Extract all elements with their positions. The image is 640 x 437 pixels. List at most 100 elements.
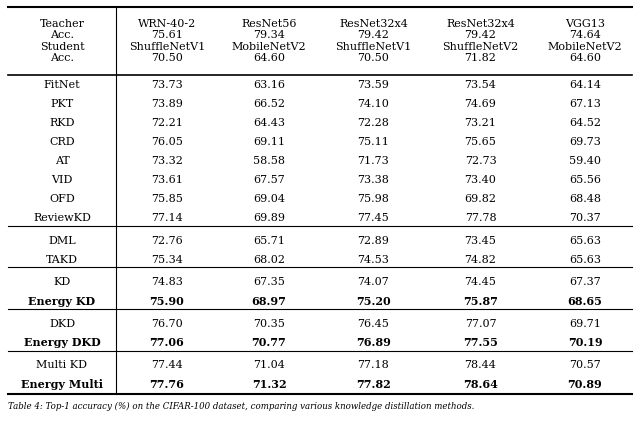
Text: 77.06: 77.06 xyxy=(150,337,184,348)
Text: 75.98: 75.98 xyxy=(358,194,389,204)
Text: ShuffleNetV1: ShuffleNetV1 xyxy=(129,42,205,52)
Text: 64.14: 64.14 xyxy=(569,80,601,90)
Text: WRN-40-2: WRN-40-2 xyxy=(138,19,196,29)
Text: 64.52: 64.52 xyxy=(569,118,601,128)
Text: Student: Student xyxy=(40,42,84,52)
Text: 75.34: 75.34 xyxy=(151,255,183,264)
Text: 77.45: 77.45 xyxy=(358,213,389,223)
Text: 70.77: 70.77 xyxy=(252,337,286,348)
Text: 79.42: 79.42 xyxy=(358,30,389,40)
Text: 73.73: 73.73 xyxy=(151,80,183,90)
Text: 76.45: 76.45 xyxy=(358,319,389,329)
Text: 73.89: 73.89 xyxy=(151,99,183,108)
Text: 77.55: 77.55 xyxy=(463,337,498,348)
Text: 69.73: 69.73 xyxy=(569,137,601,147)
Text: Energy KD: Energy KD xyxy=(28,296,95,307)
Text: 77.82: 77.82 xyxy=(356,379,391,390)
Text: 68.65: 68.65 xyxy=(568,296,602,307)
Text: FitNet: FitNet xyxy=(44,80,80,90)
Text: 74.45: 74.45 xyxy=(465,277,497,287)
Text: 74.64: 74.64 xyxy=(569,30,601,40)
Text: 77.14: 77.14 xyxy=(151,213,183,223)
Text: 63.16: 63.16 xyxy=(253,80,285,90)
Text: 71.73: 71.73 xyxy=(358,156,389,166)
Text: 67.37: 67.37 xyxy=(569,277,601,287)
Text: MobileNetV2: MobileNetV2 xyxy=(232,42,307,52)
Text: 64.60: 64.60 xyxy=(253,53,285,63)
Text: 73.32: 73.32 xyxy=(151,156,183,166)
Text: 67.57: 67.57 xyxy=(253,175,285,185)
Text: 64.43: 64.43 xyxy=(253,118,285,128)
Text: 74.53: 74.53 xyxy=(358,255,389,264)
Text: 65.71: 65.71 xyxy=(253,236,285,246)
Text: KD: KD xyxy=(53,277,70,287)
Text: 73.21: 73.21 xyxy=(465,118,497,128)
Text: 75.11: 75.11 xyxy=(358,137,389,147)
Text: 77.07: 77.07 xyxy=(465,319,496,329)
Text: VGG13: VGG13 xyxy=(565,19,605,29)
Text: Acc.: Acc. xyxy=(50,53,74,63)
Text: PKT: PKT xyxy=(51,99,74,108)
Text: 72.73: 72.73 xyxy=(465,156,497,166)
Text: Acc.: Acc. xyxy=(50,30,74,40)
Text: 75.20: 75.20 xyxy=(356,296,391,307)
Text: 74.69: 74.69 xyxy=(465,99,497,108)
Text: 76.05: 76.05 xyxy=(151,137,183,147)
Text: 71.82: 71.82 xyxy=(465,53,497,63)
Text: 76.70: 76.70 xyxy=(151,319,183,329)
Text: 73.45: 73.45 xyxy=(465,236,497,246)
Text: 68.97: 68.97 xyxy=(252,296,287,307)
Text: Energy DKD: Energy DKD xyxy=(24,337,100,348)
Text: 67.13: 67.13 xyxy=(569,99,601,108)
Text: 77.18: 77.18 xyxy=(358,361,389,371)
Text: ResNet32x4: ResNet32x4 xyxy=(339,19,408,29)
Text: 73.40: 73.40 xyxy=(465,175,497,185)
Text: 73.59: 73.59 xyxy=(358,80,389,90)
Text: ShuffleNetV1: ShuffleNetV1 xyxy=(335,42,412,52)
Text: 72.89: 72.89 xyxy=(358,236,389,246)
Text: 69.04: 69.04 xyxy=(253,194,285,204)
Text: 75.65: 75.65 xyxy=(465,137,497,147)
Text: RKD: RKD xyxy=(49,118,75,128)
Text: 78.64: 78.64 xyxy=(463,379,498,390)
Text: 74.83: 74.83 xyxy=(151,277,183,287)
Text: 76.89: 76.89 xyxy=(356,337,391,348)
Text: OFD: OFD xyxy=(49,194,75,204)
Text: 75.90: 75.90 xyxy=(150,296,184,307)
Text: 72.76: 72.76 xyxy=(151,236,183,246)
Text: TAKD: TAKD xyxy=(46,255,78,264)
Text: Teacher: Teacher xyxy=(40,19,84,29)
Text: 77.76: 77.76 xyxy=(150,379,184,390)
Text: 77.44: 77.44 xyxy=(151,361,183,371)
Text: 71.32: 71.32 xyxy=(252,379,286,390)
Text: 59.40: 59.40 xyxy=(569,156,601,166)
Text: 74.10: 74.10 xyxy=(358,99,389,108)
Text: VID: VID xyxy=(51,175,73,185)
Text: 69.11: 69.11 xyxy=(253,137,285,147)
Text: AT: AT xyxy=(54,156,69,166)
Text: 75.87: 75.87 xyxy=(463,296,498,307)
Text: 74.82: 74.82 xyxy=(465,255,497,264)
Text: 65.63: 65.63 xyxy=(569,255,601,264)
Text: ShuffleNetV2: ShuffleNetV2 xyxy=(442,42,518,52)
Text: 72.28: 72.28 xyxy=(358,118,389,128)
Text: Multi KD: Multi KD xyxy=(36,361,88,371)
Text: DKD: DKD xyxy=(49,319,75,329)
Text: 70.50: 70.50 xyxy=(358,53,389,63)
Text: 64.60: 64.60 xyxy=(569,53,601,63)
Text: 69.71: 69.71 xyxy=(569,319,601,329)
Text: ResNet32x4: ResNet32x4 xyxy=(446,19,515,29)
Text: ReviewKD: ReviewKD xyxy=(33,213,91,223)
Text: 78.44: 78.44 xyxy=(465,361,497,371)
Text: 58.58: 58.58 xyxy=(253,156,285,166)
Text: MobileNetV2: MobileNetV2 xyxy=(548,42,622,52)
Text: 70.89: 70.89 xyxy=(568,379,602,390)
Text: 75.61: 75.61 xyxy=(151,30,183,40)
Text: 71.04: 71.04 xyxy=(253,361,285,371)
Text: 67.35: 67.35 xyxy=(253,277,285,287)
Text: 70.19: 70.19 xyxy=(568,337,602,348)
Text: 65.63: 65.63 xyxy=(569,236,601,246)
Text: 73.61: 73.61 xyxy=(151,175,183,185)
Text: 77.78: 77.78 xyxy=(465,213,496,223)
Text: 73.38: 73.38 xyxy=(358,175,389,185)
